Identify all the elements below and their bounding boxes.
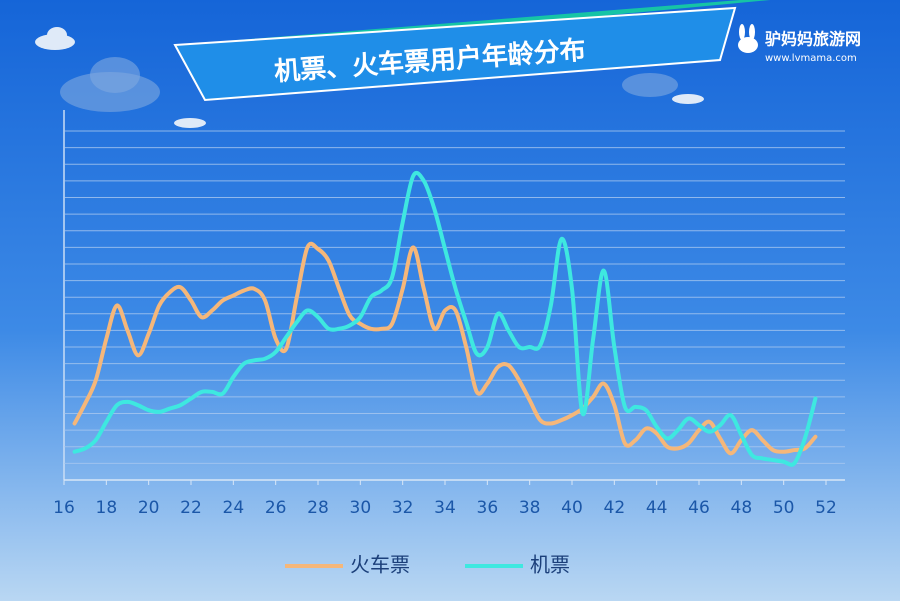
x-tick-label: 28 bbox=[307, 498, 329, 518]
logo-icon bbox=[738, 24, 758, 53]
x-tick-label: 52 bbox=[815, 498, 837, 518]
x-tick-label: 42 bbox=[604, 498, 626, 518]
x-tick-label: 48 bbox=[731, 498, 753, 518]
x-tick-label: 36 bbox=[477, 498, 499, 518]
x-tick-label: 38 bbox=[519, 498, 541, 518]
line-series bbox=[72, 170, 818, 467]
legend-label: 火车票 bbox=[350, 553, 410, 577]
x-tick-label: 18 bbox=[96, 498, 118, 518]
line-series bbox=[72, 241, 818, 456]
x-tick-label: 20 bbox=[138, 498, 160, 518]
x-tick-label: 22 bbox=[180, 498, 202, 518]
logo-url: www.lvmama.com bbox=[765, 53, 857, 64]
x-tick-label: 16 bbox=[53, 498, 75, 518]
x-tick-label: 40 bbox=[561, 498, 583, 518]
clouds bbox=[35, 27, 704, 128]
x-tick-label: 26 bbox=[265, 498, 287, 518]
logo-name: 驴妈妈旅游网 bbox=[765, 30, 861, 49]
x-tick-label: 34 bbox=[434, 498, 456, 518]
x-tick-label: 46 bbox=[688, 498, 710, 518]
x-tick-label: 32 bbox=[392, 498, 414, 518]
x-tick-label: 30 bbox=[350, 498, 372, 518]
x-tick-label: 24 bbox=[223, 498, 245, 518]
x-tick-label: 44 bbox=[646, 498, 668, 518]
legend-label: 机票 bbox=[530, 553, 570, 577]
x-tick-label: 50 bbox=[773, 498, 795, 518]
title-banner bbox=[173, 6, 737, 102]
